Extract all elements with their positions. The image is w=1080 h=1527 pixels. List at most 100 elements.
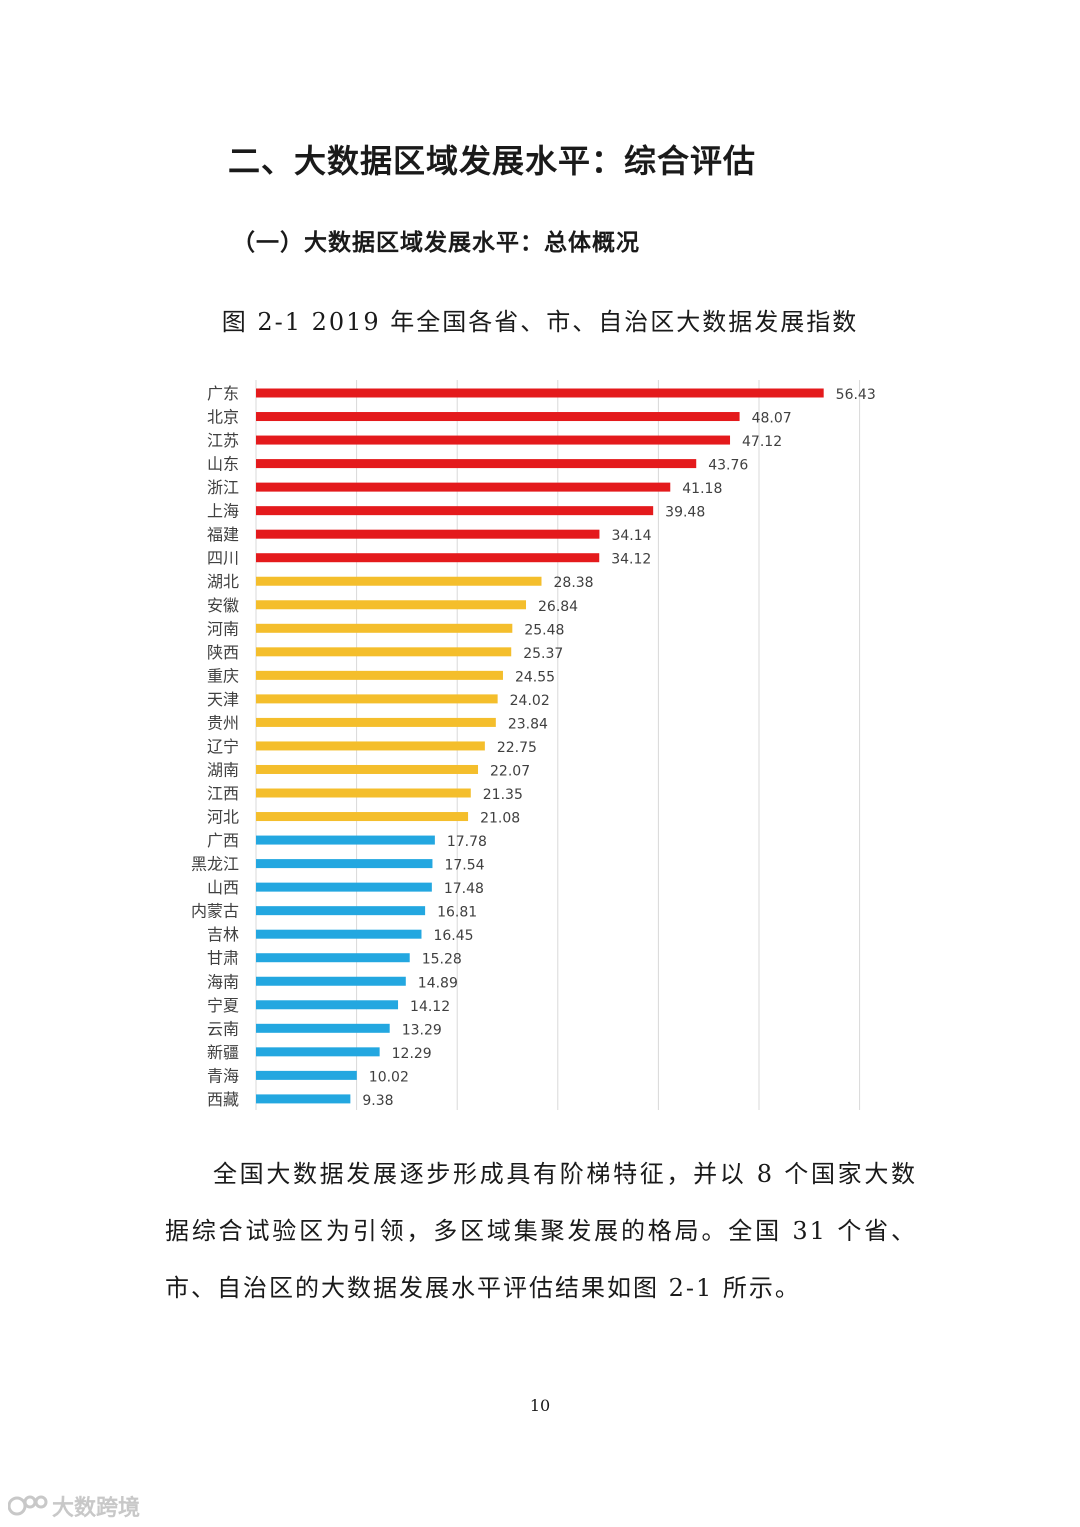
bar-26 <box>256 976 406 986</box>
bar-chart: 广东 56.43 北京 48.07 江苏 47.12 山东 43.76 浙江 41.18 上海 39.… <box>191 380 876 1110</box>
bar-4 <box>256 459 697 469</box>
value-label: 24.55 <box>515 669 555 685</box>
bar-5 <box>256 482 671 492</box>
bar-22 <box>256 882 432 892</box>
bar-1 <box>256 388 824 398</box>
category-label: 广西 <box>207 831 239 850</box>
brand-logo-icon <box>8 1495 48 1516</box>
value-label: 56.43 <box>836 387 876 403</box>
value-label: 10.02 <box>369 1069 409 1085</box>
bar-11 <box>256 623 513 633</box>
bar-21 <box>256 859 433 869</box>
value-label: 16.45 <box>433 928 473 944</box>
bar-29 <box>256 1047 380 1057</box>
bar-6 <box>256 506 654 516</box>
value-label: 28.38 <box>554 575 594 591</box>
value-label: 16.81 <box>437 905 477 921</box>
value-label: 25.37 <box>523 646 563 662</box>
category-label: 青海 <box>207 1066 239 1085</box>
category-label: 西藏 <box>207 1090 239 1109</box>
value-label: 39.48 <box>665 505 705 521</box>
category-label: 河南 <box>207 619 239 638</box>
subsection-heading: （一）大数据区域发展水平：总体概况 <box>232 230 640 256</box>
value-label: 34.14 <box>611 528 651 544</box>
category-label: 福建 <box>207 525 239 544</box>
category-label: 江西 <box>207 784 239 803</box>
page-number: 10 <box>529 1396 551 1415</box>
value-label: 25.48 <box>524 622 564 638</box>
value-label: 22.07 <box>490 763 530 779</box>
value-label: 15.28 <box>422 952 462 968</box>
body-paragraph: 全国大数据发展逐步形成具有阶梯特征，并以 8 个国家大数据综合试验区为引领，多区… <box>165 1160 917 1302</box>
value-label: 26.84 <box>538 599 578 615</box>
category-label: 甘肃 <box>207 949 239 968</box>
bar-13 <box>256 670 503 680</box>
value-label: 47.12 <box>742 434 782 450</box>
category-label: 黑龙江 <box>191 855 239 874</box>
bar-27 <box>256 1000 399 1010</box>
bar-24 <box>256 929 422 939</box>
category-label: 天津 <box>207 690 239 709</box>
bar-28 <box>256 1023 390 1033</box>
bar-2 <box>256 412 740 422</box>
value-label: 24.02 <box>510 693 550 709</box>
category-label: 吉林 <box>207 925 239 944</box>
value-label: 41.18 <box>682 481 722 497</box>
value-label: 22.75 <box>497 740 537 756</box>
value-label: 21.35 <box>483 787 523 803</box>
value-label: 23.84 <box>508 716 548 732</box>
category-label: 宁夏 <box>207 996 239 1015</box>
category-label: 四川 <box>207 549 239 568</box>
value-label: 14.12 <box>410 999 450 1015</box>
value-label: 9.38 <box>362 1093 393 1109</box>
bar-31 <box>256 1094 351 1104</box>
bar-18 <box>256 788 471 798</box>
category-label: 山东 <box>207 455 239 474</box>
bar-17 <box>256 764 479 774</box>
bar-10 <box>256 600 527 610</box>
bar-14 <box>256 694 498 704</box>
bar-20 <box>256 835 435 845</box>
value-label: 17.54 <box>444 858 484 874</box>
category-label: 辽宁 <box>207 737 239 756</box>
value-label: 43.76 <box>708 458 748 474</box>
category-label: 海南 <box>207 972 239 991</box>
category-label: 陕西 <box>207 643 239 662</box>
category-label: 内蒙古 <box>191 902 239 921</box>
value-label: 17.48 <box>444 881 484 897</box>
category-label: 湖南 <box>207 760 239 779</box>
category-label: 山西 <box>207 878 239 897</box>
bar-9 <box>256 576 542 586</box>
section-heading: 二、大数据区域发展水平：综合评估 <box>228 142 757 180</box>
bar-16 <box>256 741 485 751</box>
category-label: 新疆 <box>207 1043 239 1062</box>
value-label: 48.07 <box>752 411 792 427</box>
watermark-text: 大数跨境 <box>52 1496 141 1521</box>
bar-30 <box>256 1070 357 1080</box>
category-label: 湖北 <box>207 572 239 591</box>
bar-19 <box>256 812 469 822</box>
category-label: 云南 <box>207 1019 239 1038</box>
category-label: 重庆 <box>207 666 239 685</box>
category-label: 上海 <box>207 502 239 521</box>
category-label: 广东 <box>207 384 239 403</box>
value-label: 14.89 <box>418 975 458 991</box>
value-label: 13.29 <box>402 1022 442 1038</box>
category-label: 江苏 <box>207 431 239 450</box>
bar-7 <box>256 529 600 539</box>
bar-8 <box>256 553 600 563</box>
value-label: 17.78 <box>447 834 487 850</box>
category-label: 浙江 <box>207 478 239 497</box>
category-label: 安徽 <box>207 596 239 615</box>
value-label: 34.12 <box>611 552 651 568</box>
bar-12 <box>256 647 512 657</box>
value-label: 12.29 <box>392 1046 432 1062</box>
value-label: 21.08 <box>480 811 520 827</box>
bar-25 <box>256 953 410 963</box>
figure-caption: 图 2-1 2019 年全国各省、市、自治区大数据发展指数 <box>221 308 859 336</box>
bar-23 <box>256 906 426 916</box>
watermark: 大数跨境 <box>8 1490 140 1522</box>
category-label: 贵州 <box>207 713 239 732</box>
category-label: 河北 <box>207 808 239 827</box>
category-label: 北京 <box>207 408 239 427</box>
